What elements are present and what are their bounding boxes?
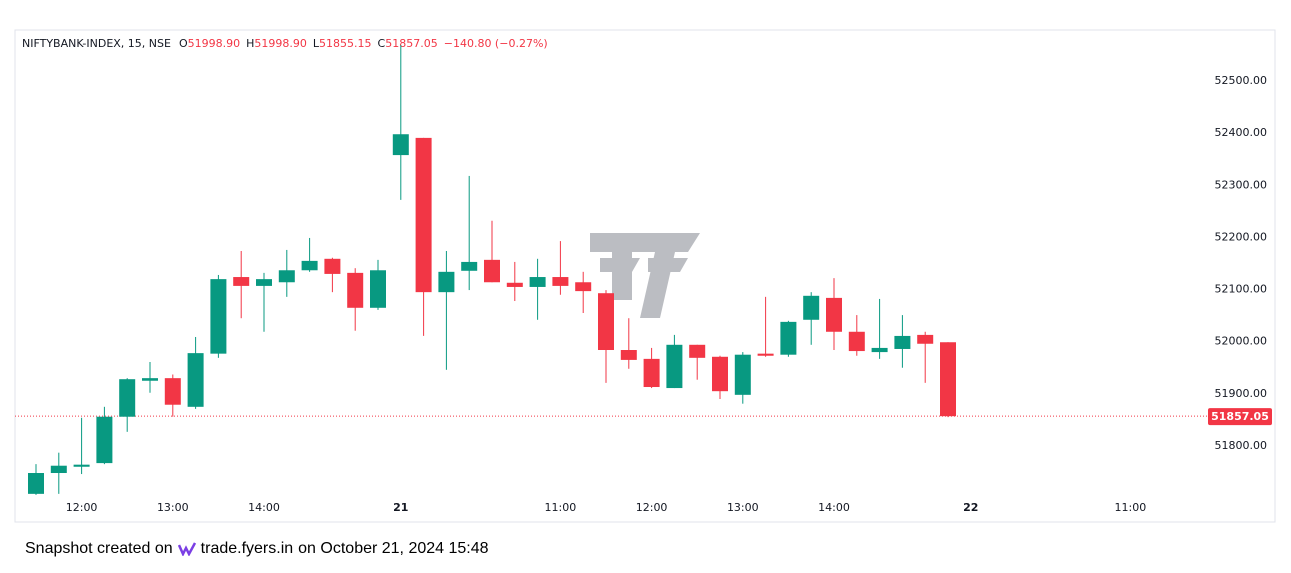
footer-site: trade.fyers.in	[200, 540, 294, 557]
x-tick-label: 13:00	[727, 501, 759, 514]
candle-body	[757, 353, 774, 356]
footer-suffix: on October 21, 2024 15:48	[298, 540, 489, 557]
legend-value: 51857.05	[385, 37, 438, 50]
x-tick-label: 14:00	[818, 501, 850, 514]
y-tick-label: 52200.00	[1215, 230, 1268, 243]
y-tick-label: 51900.00	[1215, 387, 1268, 400]
chart: NIFTYBANK-INDEX, 15, NSE O51998.90 H51998.…	[14, 29, 1276, 523]
candle-body	[142, 378, 158, 381]
candle-body	[96, 416, 113, 464]
x-tick-label: 12:00	[66, 501, 98, 514]
candle-body	[712, 356, 728, 392]
candle-body	[187, 353, 204, 407]
last-price-label: 51857.05	[1211, 410, 1269, 423]
candle-body	[575, 282, 592, 292]
candle-body	[484, 259, 500, 283]
x-tick-label: 11:00	[1115, 501, 1147, 514]
candle-body	[803, 295, 820, 320]
y-tick-label: 52400.00	[1215, 126, 1268, 139]
candle-body	[734, 354, 751, 395]
candle-body	[233, 277, 250, 286]
x-tick-label: 22	[963, 501, 978, 514]
candle-body	[598, 293, 614, 351]
candle-body	[73, 464, 90, 467]
candle-body	[50, 465, 67, 474]
candle-body	[461, 261, 478, 271]
candle-body	[28, 473, 44, 494]
candle-body	[848, 331, 865, 352]
candle-body	[917, 334, 934, 344]
x-tick-label: 21	[393, 501, 408, 514]
x-tick-label: 12:00	[636, 501, 668, 514]
candle-body	[164, 378, 181, 405]
candle-body	[278, 270, 295, 283]
candle-body	[370, 270, 386, 308]
candle-body	[210, 279, 227, 354]
candle-body	[689, 344, 706, 358]
y-tick-label: 52500.00	[1215, 74, 1268, 87]
y-tick-label: 51800.00	[1215, 439, 1268, 452]
y-tick-label: 52000.00	[1215, 335, 1268, 348]
candle-body	[415, 137, 432, 293]
candle-body	[119, 379, 136, 417]
legend-key: C	[378, 37, 386, 50]
candle-body	[438, 271, 455, 293]
legend-key: H	[246, 37, 254, 50]
candle-body	[256, 279, 272, 286]
x-tick-label: 13:00	[157, 501, 189, 514]
candle-body	[940, 342, 956, 417]
candle-body	[347, 272, 364, 308]
legend-key: L	[313, 37, 320, 50]
candle-body	[871, 347, 888, 353]
candle-body	[780, 321, 797, 355]
legend-key: O	[179, 37, 188, 50]
candle-body	[392, 134, 409, 156]
candle-body	[894, 335, 911, 349]
candle-body	[324, 258, 341, 274]
candle-body	[666, 344, 683, 389]
legend-value: 51998.90	[188, 37, 241, 50]
y-tick-label: 52100.00	[1215, 283, 1268, 296]
footer: Snapshot created on trade.fyers.in on Oc…	[25, 540, 489, 558]
candle-body	[643, 358, 660, 388]
candle-body	[552, 277, 569, 286]
fyers-logo	[177, 542, 196, 556]
chart-frame	[14, 29, 1276, 523]
candle-body	[620, 350, 637, 360]
chart-header: NIFTYBANK-INDEX, 15, NSE O51998.90 H51998.…	[22, 37, 548, 50]
legend-value: 51998.90	[254, 37, 307, 50]
candle-body	[529, 277, 546, 287]
change: −140.80 (−0.27%)	[444, 37, 548, 50]
x-tick-label: 11:00	[545, 501, 577, 514]
candle-body	[506, 282, 523, 287]
symbol: NIFTYBANK-INDEX, 15, NSE	[22, 37, 171, 50]
last-price-box	[1208, 408, 1272, 426]
candle-body	[301, 260, 318, 271]
x-tick-label: 14:00	[248, 501, 280, 514]
legend-value: 51855.15	[319, 37, 372, 50]
footer-prefix: Snapshot created on	[25, 540, 173, 557]
y-tick-label: 52300.00	[1215, 178, 1268, 191]
candle-body	[826, 297, 842, 332]
watermark	[590, 233, 700, 318]
